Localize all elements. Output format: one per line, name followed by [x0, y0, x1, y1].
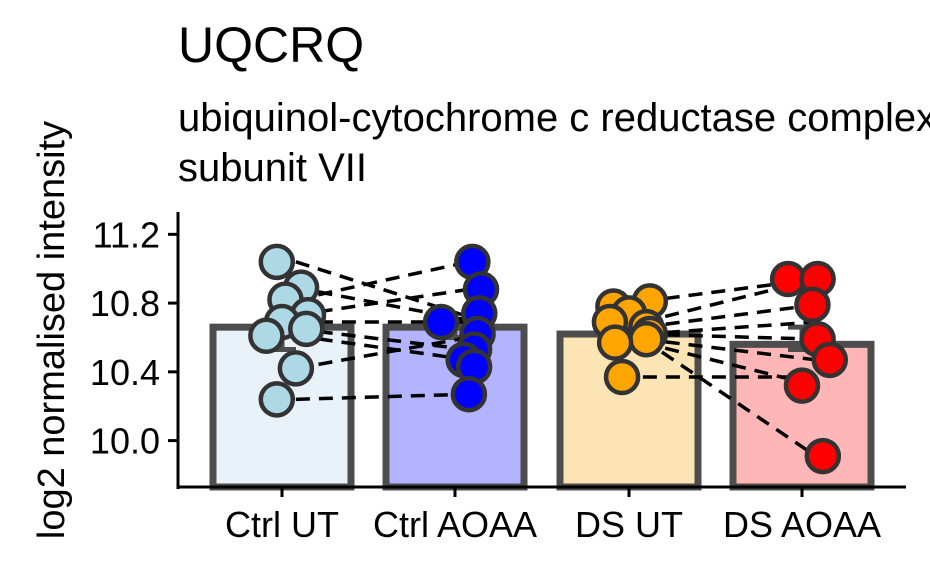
paired-line	[642, 332, 816, 341]
bar-ds-ut	[556, 330, 702, 491]
data-point	[248, 317, 285, 354]
plot-area: 10.0 10.4 10.8 11.2 Ctrl UT Ctrl AOAA DS UT DS …	[90, 212, 906, 545]
data-point	[783, 367, 821, 404]
data-point	[811, 341, 849, 379]
data-point	[804, 437, 842, 475]
x-tick-label: DS AOAA	[723, 504, 881, 545]
x-tick-label: DS UT	[575, 504, 683, 545]
data-point	[258, 243, 296, 281]
paired-line	[641, 337, 817, 458]
y-axis-title: log2 normalised intensity	[31, 121, 73, 539]
chart-title: UQCRQ	[178, 17, 364, 73]
data-point	[422, 303, 460, 341]
paired-line	[642, 337, 817, 362]
paired-line	[295, 392, 469, 402]
chart-subtitle-line-1: ubiquinol-cytochrome c reductase complex…	[178, 96, 930, 140]
x-tick-label: Ctrl UT	[225, 504, 339, 545]
data-point	[769, 260, 807, 298]
paired-line	[295, 335, 470, 371]
bar-ds-aoaa	[729, 340, 875, 491]
data-point	[258, 381, 296, 418]
data-point	[794, 286, 831, 324]
data-point	[450, 375, 488, 413]
data-point	[596, 324, 634, 361]
paired-line	[642, 320, 817, 336]
chart-subtitle-line-2: subunit VII	[178, 146, 367, 190]
data-point	[277, 350, 315, 387]
paired-line	[295, 334, 470, 362]
data-point	[628, 320, 665, 358]
y-tick-label: 10.8	[90, 283, 160, 324]
y-tick-label: 10.4	[90, 352, 160, 393]
paired-line	[295, 327, 470, 352]
y-tick-label: 11.2	[93, 214, 160, 255]
data-point	[603, 358, 641, 396]
x-tick-label: Ctrl AOAA	[373, 504, 537, 545]
paired-line	[642, 303, 817, 329]
y-tick-label: 10.0	[90, 421, 160, 462]
data-point	[288, 310, 325, 348]
